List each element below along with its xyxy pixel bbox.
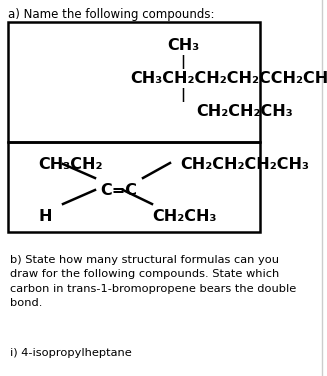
Bar — [8, 22, 260, 142]
Text: |: | — [181, 55, 185, 69]
Text: H: H — [38, 209, 51, 224]
Text: CH₂CH₂CH₃: CH₂CH₂CH₃ — [196, 104, 293, 119]
Bar — [8, 142, 260, 232]
Text: b) State how many structural formulas can you
draw for the following compounds. : b) State how many structural formulas ca… — [10, 255, 296, 308]
Text: CH₃CH₂CH₂CH₂CCH₂CH₃: CH₃CH₂CH₂CH₂CCH₂CH₃ — [130, 71, 327, 86]
Text: CH₂CH₃: CH₂CH₃ — [152, 209, 216, 224]
Text: |: | — [181, 88, 185, 102]
Text: CH₃CH₂: CH₃CH₂ — [38, 157, 102, 172]
Text: a) Name the following compounds:: a) Name the following compounds: — [8, 8, 215, 21]
Text: CH₃: CH₃ — [167, 38, 199, 53]
Text: C=C: C=C — [100, 183, 137, 198]
Text: i) 4-isopropylheptane: i) 4-isopropylheptane — [10, 348, 132, 358]
Text: CH₂CH₂CH₂CH₃: CH₂CH₂CH₂CH₃ — [180, 157, 309, 172]
